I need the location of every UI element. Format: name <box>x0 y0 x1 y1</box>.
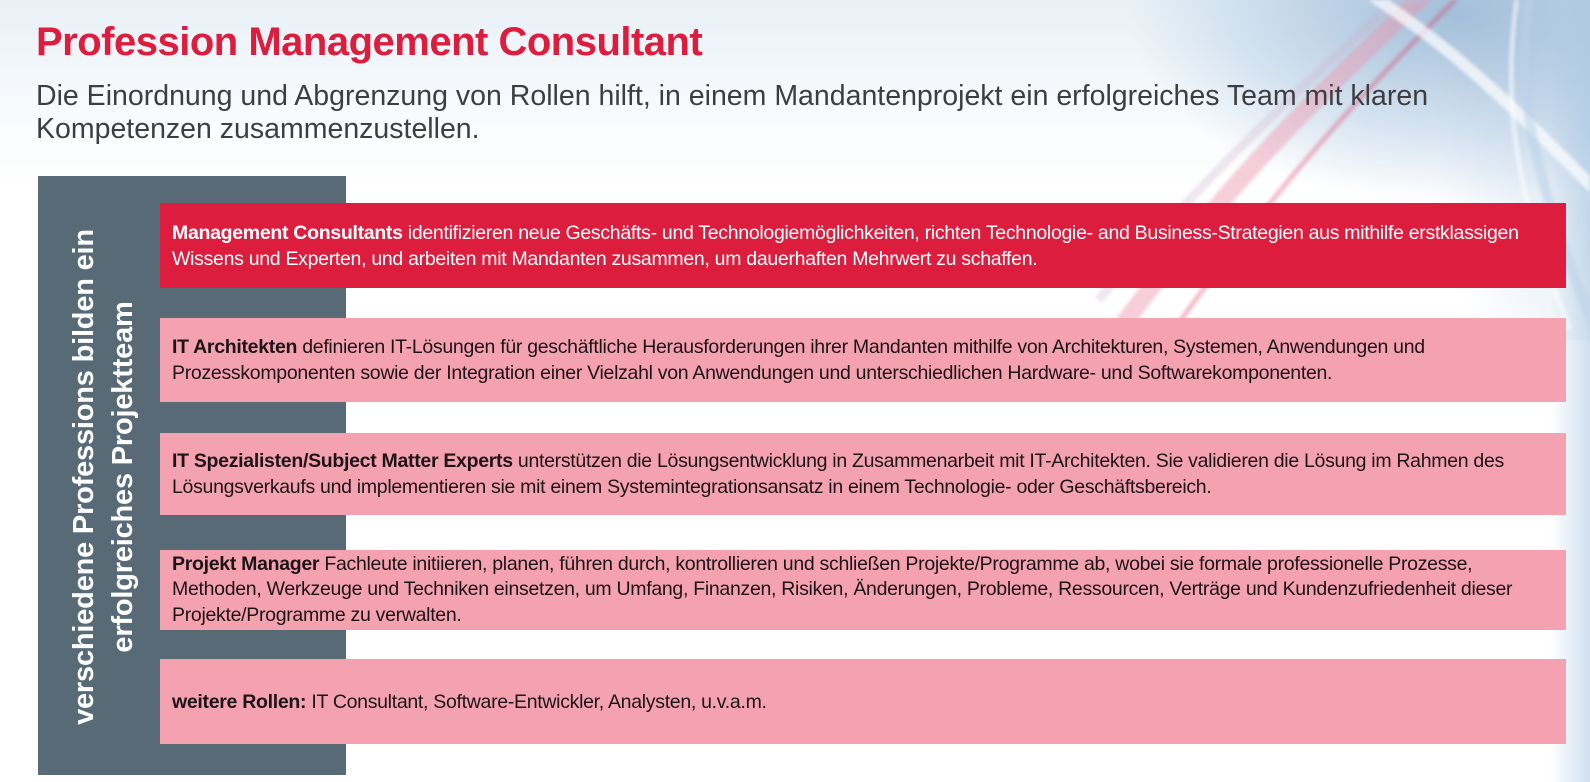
background-swirl-decoration <box>1030 0 1590 340</box>
role-box-it-spezialisten: IT Spezialisten/Subject Matter Experts u… <box>160 433 1566 515</box>
role-box-lead: IT Architekten <box>172 336 298 358</box>
role-box-text: weitere Rollen: IT Consultant, Software-… <box>172 689 1544 715</box>
role-box-description: unterstützen die Lösungsentwicklung in Z… <box>172 450 1504 498</box>
page-subtitle: Die Einordnung und Abgrenzung von Rollen… <box>36 80 1429 145</box>
role-box-description: identifizieren neue Geschäfts- und Techn… <box>172 221 1519 270</box>
role-box-description: definieren IT-Lösungen für geschäftliche… <box>172 336 1425 384</box>
role-box-text: Projekt Manager Fachleute initiieren, pl… <box>172 552 1544 629</box>
role-box-text: IT Architekten definieren IT-Lösungen fü… <box>172 334 1544 386</box>
role-box-text: Management Consultants identifizieren ne… <box>172 220 1544 272</box>
role-box-lead: Management Consultants <box>172 221 403 244</box>
role-box-lead: IT Spezialisten/Subject Matter Experts <box>172 450 513 472</box>
role-box-description: IT Consultant, Software-Entwickler, Anal… <box>306 690 767 713</box>
page-title: Profession Management Consultant <box>36 20 703 64</box>
role-box-lead: Projekt Manager <box>172 552 320 575</box>
role-box-management-consultants: Management Consultants identifizieren ne… <box>160 203 1566 288</box>
role-box-weitere-rollen: weitere Rollen: IT Consultant, Software-… <box>160 659 1566 744</box>
group-caption-line-1: verschiedene Professions bilden ein <box>68 229 100 725</box>
role-box-description: Fachleute initiieren, planen, führen dur… <box>172 552 1513 626</box>
group-caption-line-2: erfolgreiches Projektteam <box>107 301 139 653</box>
role-box-text: IT Spezialisten/Subject Matter Experts u… <box>172 448 1544 500</box>
profession-group-caption: verschiedene Professions bilden ein erfo… <box>65 229 143 725</box>
role-box-projekt-manager: Projekt Manager Fachleute initiieren, pl… <box>160 550 1566 630</box>
role-box-lead: weitere Rollen: <box>172 690 307 713</box>
role-box-it-architekten: IT Architekten definieren IT-Lösungen fü… <box>160 318 1566 402</box>
